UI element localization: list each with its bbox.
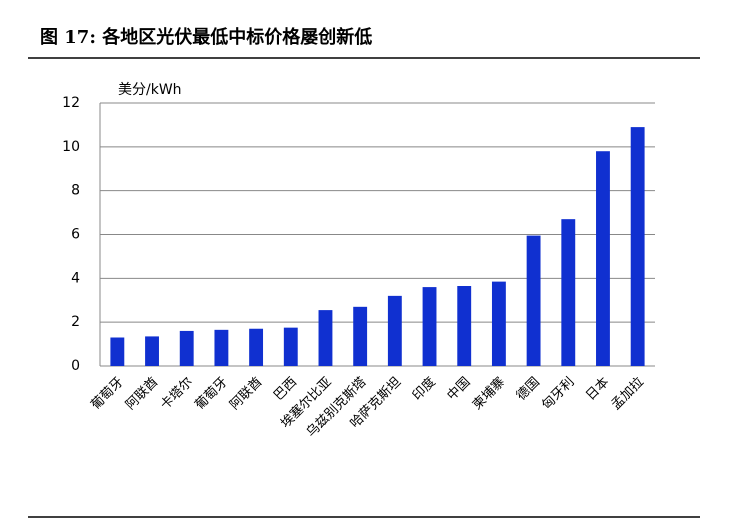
- bar: [249, 328, 264, 366]
- x-tick-label: 葡萄牙: [88, 375, 126, 413]
- x-tick-label: 卡塔尔: [158, 375, 196, 413]
- chart-title: 图 17: 各地区光伏最低中标价格屡创新低: [40, 26, 372, 48]
- x-tick-label: 阿联酋: [226, 374, 265, 413]
- x-tick-label: 柬埔寨: [469, 374, 508, 413]
- y-tick-label: 0: [71, 358, 80, 374]
- x-tick-label: 日本: [583, 375, 612, 404]
- bar: [179, 330, 194, 366]
- y-tick-label: 8: [71, 183, 80, 199]
- bar: [283, 327, 298, 366]
- bar: [561, 219, 576, 366]
- bar: [353, 306, 368, 366]
- y-tick-label: 10: [62, 139, 80, 155]
- y-axis-unit: 美分/kWh: [118, 82, 182, 98]
- bar: [526, 235, 541, 366]
- x-tick-label: 葡萄牙: [193, 375, 231, 413]
- bar: [214, 329, 229, 366]
- x-tick-label: 乌兹别克斯塔: [303, 374, 369, 440]
- y-tick-label: 4: [71, 270, 80, 286]
- bar: [318, 310, 333, 366]
- x-tick-label: 中国: [445, 375, 474, 404]
- y-tick-label: 6: [71, 227, 80, 243]
- x-tick-label: 匈牙利: [539, 375, 577, 413]
- bar: [630, 127, 645, 366]
- x-tick-label: 阿联酋: [122, 374, 161, 413]
- bar: [422, 287, 437, 366]
- y-tick-label: 12: [62, 95, 80, 111]
- x-tick-label: 巴西: [271, 375, 300, 404]
- bar: [387, 295, 402, 366]
- bar: [110, 337, 125, 366]
- x-tick-label: 印度: [409, 374, 439, 404]
- bar: [491, 281, 506, 366]
- bar: [145, 336, 159, 366]
- bar: [596, 151, 610, 366]
- bar: [457, 286, 472, 366]
- x-tick-label: 德国: [514, 375, 543, 404]
- y-tick-label: 2: [71, 314, 80, 330]
- x-tick-label: 孟加拉: [609, 375, 647, 413]
